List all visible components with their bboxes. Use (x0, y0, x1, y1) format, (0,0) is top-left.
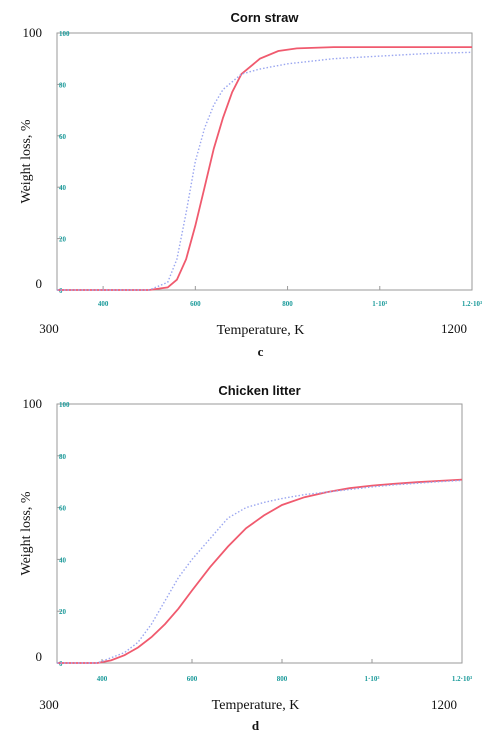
outer-y-tick-label: 0 (36, 649, 43, 664)
plot-frame (56, 403, 463, 664)
x-tick-label: 1.2·10³ (452, 675, 472, 683)
y-tick-label: 0 (59, 287, 63, 295)
x-tick-label: 1.2·10³ (462, 300, 482, 308)
x-tick-label: 1·10³ (372, 300, 387, 308)
y-tick-label: 80 (59, 453, 67, 461)
y-axis-label: Weight loss, % (19, 119, 34, 203)
y-tick-label: 40 (59, 556, 67, 564)
plot-frame (56, 32, 473, 291)
x-axis-label: Temperature, K (217, 323, 305, 338)
x-tick-label: 400 (98, 300, 109, 308)
x-tick-label: 600 (187, 675, 198, 683)
chart-title: Corn straw (231, 10, 300, 25)
panel-label: c (258, 344, 264, 359)
series-line-solid (57, 46, 472, 291)
y-tick-label: 0 (59, 660, 63, 668)
y-axis-label: Weight loss, % (19, 491, 34, 575)
x-tick-label: 800 (282, 300, 293, 308)
y-tick-label: 60 (59, 505, 67, 513)
panel-label: d (252, 718, 260, 733)
x-tick-label: 1·10³ (365, 675, 380, 683)
x-tick-label: 400 (97, 675, 108, 683)
outer-y-tick-label: 100 (23, 396, 43, 411)
outer-y-tick-label: 0 (36, 276, 43, 291)
outer-x-tick-label: 300 (39, 321, 59, 336)
y-tick-label: 20 (59, 236, 67, 244)
series-line-dotted (57, 51, 473, 291)
chart-title: Chicken litter (218, 383, 300, 398)
x-tick-label: 600 (190, 300, 201, 308)
y-tick-label: 100 (59, 401, 70, 409)
outer-x-tick-label: 1200 (431, 697, 457, 712)
x-axis-label: Temperature, K (212, 698, 300, 713)
outer-x-tick-label: 300 (39, 697, 59, 712)
y-tick-label: 40 (59, 184, 67, 192)
x-tick-label: 800 (277, 675, 288, 683)
y-tick-label: 20 (59, 608, 67, 616)
series-line-solid (57, 478, 463, 664)
outer-y-tick-label: 100 (23, 25, 43, 40)
series-line-dotted (57, 479, 463, 664)
outer-x-tick-label: 1200 (441, 321, 467, 336)
y-tick-label: 100 (59, 30, 70, 38)
y-tick-label: 80 (59, 81, 67, 89)
y-tick-label: 60 (59, 133, 67, 141)
